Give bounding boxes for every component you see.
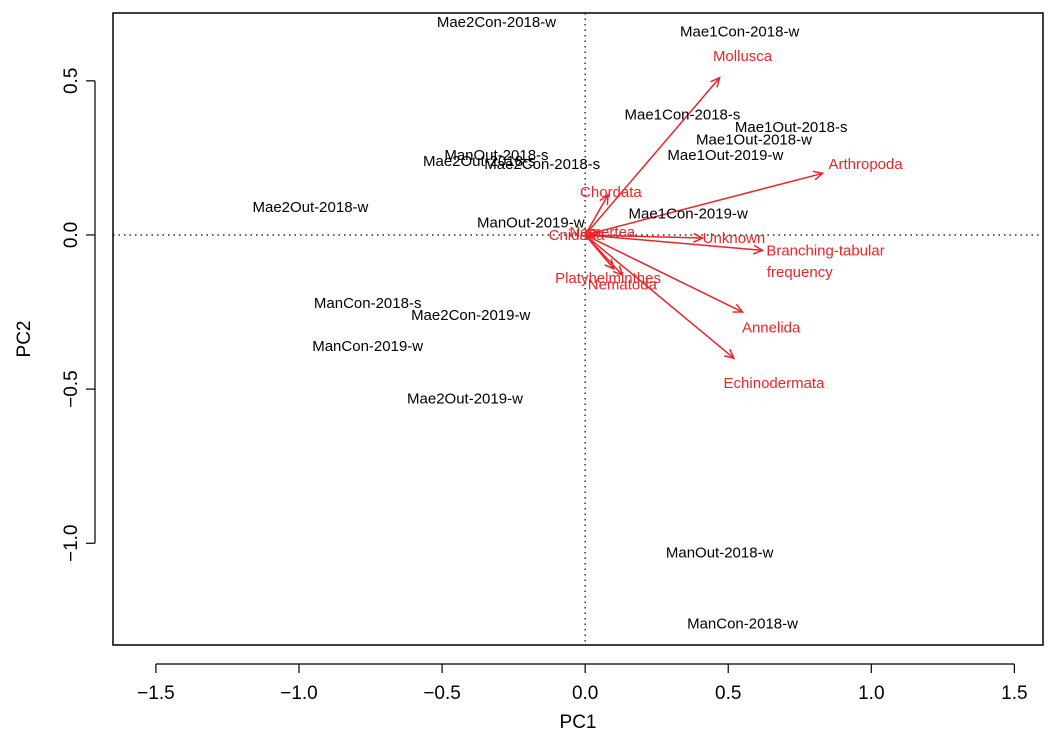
axes-layer: −1.5 −1.0 −0.5 0.0 0.5 1.0 1.5 −1.0 −0.5 0.0 0.5 [61, 12, 1044, 704]
arrow-shaft [584, 234, 743, 313]
reference-lines [113, 13, 1043, 645]
variable-label: Branching-tabular [766, 242, 884, 259]
y-tick-label: −1.0 [61, 525, 82, 563]
y-tick-label: 0.0 [61, 222, 82, 248]
arrow-shaft [585, 234, 703, 239]
variable-label: Cnidaria [549, 227, 606, 244]
arrow-head [732, 303, 745, 313]
sample-label: ManCon-2018-w [687, 615, 798, 632]
arrow-head [584, 229, 596, 240]
variable-label: Platyhelminthes [555, 270, 661, 287]
variable-arrow [584, 170, 825, 236]
y-tick-label: 0.5 [61, 68, 82, 94]
variable-arrow [585, 234, 765, 255]
variable-arrows [584, 76, 825, 360]
variable-arrow [584, 234, 745, 313]
sample-label: Mae2Con-2018-s [484, 156, 600, 173]
x-tick-label: 1.5 [1001, 683, 1027, 704]
sample-label: Mae2Con-2019-w [411, 307, 530, 324]
variable-arrow [584, 228, 602, 239]
sample-label: Mae2Out-2018-s [423, 153, 536, 170]
arrow-shaft [584, 77, 721, 236]
variable-arrow [585, 232, 705, 243]
variable-label: frequency [767, 264, 833, 281]
plot-frame [112, 12, 1044, 646]
x-tick-label: −1.5 [137, 683, 175, 704]
arrow-head [589, 228, 602, 239]
sample-label: Mae1Con-2018-w [680, 23, 799, 40]
arrow-head [724, 348, 736, 360]
arrow-head [599, 193, 609, 205]
variable-label: Mollusca [713, 48, 773, 65]
sample-labels: Mae2Con-2018-w Mae1Con-2018-w Mae1Con-2018… [252, 14, 847, 632]
arrow-shaft [584, 172, 823, 236]
x-axis-title: PC1 [560, 712, 597, 733]
arrow-shaft [584, 234, 735, 359]
x-tick-label: −0.5 [423, 683, 461, 704]
arrow-head [710, 76, 721, 88]
sample-label: Mae1Out-2018-w [696, 131, 812, 148]
sample-label: Mae1Con-2019-w [629, 205, 748, 222]
sample-label: ManOut-2018-w [666, 545, 774, 562]
sample-label: ManOut-2019-w [477, 215, 585, 232]
x-tick-label: −1.0 [280, 683, 318, 704]
arrow-shaft [584, 194, 609, 236]
arrow-head [812, 170, 825, 181]
arrow-head [752, 244, 765, 255]
x-tick-label: 0.5 [715, 683, 741, 704]
variable-arrow [584, 234, 615, 271]
sample-label: ManCon-2019-w [312, 338, 423, 355]
variable-label: Chordata [580, 184, 642, 201]
arrow-shaft [584, 234, 615, 270]
sample-label: Mae1Out-2018-s [735, 119, 848, 136]
sample-label: Mae2Con-2018-w [437, 14, 556, 31]
variable-arrow [584, 76, 721, 236]
x-tick-label: 1.0 [858, 683, 884, 704]
sample-label: Mae2Out-2018-w [252, 199, 368, 216]
variable-label: Nematoda [588, 276, 658, 293]
arrow-head [612, 265, 624, 277]
variable-arrow [584, 234, 736, 360]
arrow-head [693, 232, 705, 243]
variable-label: Echinodermata [724, 375, 826, 392]
y-tick-label: −0.5 [61, 370, 82, 408]
variable-label: Annelida [742, 319, 801, 336]
sample-label: ManCon-2018-s [314, 295, 422, 312]
y-axis-title: PC2 [14, 321, 35, 358]
variable-label: Nemertea [569, 224, 636, 241]
sample-label: Mae1Con-2018-s [624, 107, 740, 124]
sample-label: Mae1Out-2019-w [667, 147, 783, 164]
x-tick-label: 0.0 [572, 683, 598, 704]
variable-label: Arthropoda [828, 156, 903, 173]
sample-label: ManOut-2018-s [444, 147, 548, 164]
variable-label: Unknown [703, 230, 766, 247]
sample-label: Mae2Out-2019-w [407, 390, 523, 407]
variable-labels: Mollusca Arthropoda Chordata UnknownBranchi… [549, 48, 904, 392]
variable-arrow [584, 193, 609, 236]
arrow-head [604, 259, 615, 271]
arrow-shaft [585, 234, 763, 252]
arrow-shaft [584, 231, 600, 236]
